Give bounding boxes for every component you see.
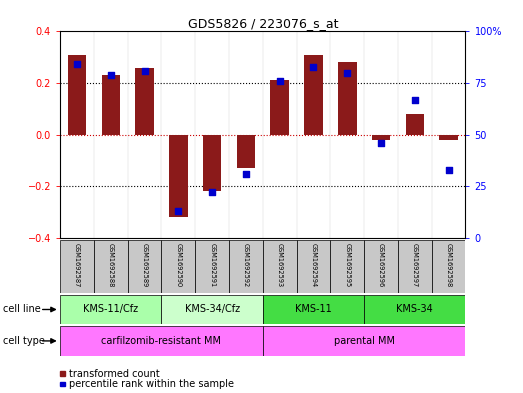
Point [107,72,115,78]
Point [242,171,250,177]
Bar [439,134,458,140]
Bar [162,240,195,293]
Point [276,78,284,84]
Bar [263,240,297,293]
Bar [236,134,255,168]
Point [174,208,183,214]
Bar [169,134,188,217]
Bar [364,295,465,324]
Bar [128,240,162,293]
Text: GSM1692594: GSM1692594 [311,243,316,287]
Bar [270,81,289,134]
Bar [68,55,86,134]
Text: parental MM: parental MM [334,336,395,346]
Bar [195,240,229,293]
Point [411,96,419,103]
Bar [398,240,431,293]
Text: GSM1692598: GSM1692598 [446,243,451,287]
Point [208,189,217,195]
Point [377,140,385,146]
Bar [405,114,424,134]
Bar [94,240,128,293]
Bar [297,240,331,293]
Text: GSM1692597: GSM1692597 [412,243,418,287]
Text: cell line: cell line [3,305,40,314]
Text: GSM1692587: GSM1692587 [74,243,80,287]
Bar [162,295,263,324]
Bar [331,240,364,293]
Point [73,61,81,68]
Text: KMS-11/Cfz: KMS-11/Cfz [83,305,139,314]
Text: GSM1692593: GSM1692593 [277,243,283,287]
Text: carfilzomib-resistant MM: carfilzomib-resistant MM [101,336,221,346]
Bar [229,240,263,293]
Point [309,63,317,70]
Bar [338,62,357,134]
Text: percentile rank within the sample: percentile rank within the sample [69,379,234,389]
Point [445,167,453,173]
Bar [60,295,162,324]
Point [140,68,149,74]
Bar [203,134,221,191]
Text: GSM1692596: GSM1692596 [378,243,384,287]
Bar [263,295,364,324]
Text: KMS-34: KMS-34 [396,305,433,314]
Bar [101,75,120,134]
Bar [60,326,263,356]
Bar [60,240,94,293]
Text: GSM1692589: GSM1692589 [142,243,147,287]
Text: KMS-34/Cfz: KMS-34/Cfz [185,305,240,314]
Text: GSM1692592: GSM1692592 [243,243,249,287]
Title: GDS5826 / 223076_s_at: GDS5826 / 223076_s_at [188,17,338,30]
Text: transformed count: transformed count [69,369,160,379]
Text: GSM1692588: GSM1692588 [108,243,114,287]
Text: KMS-11: KMS-11 [295,305,332,314]
Bar [364,240,398,293]
Bar [135,68,154,134]
Text: GSM1692595: GSM1692595 [344,243,350,287]
Point [343,70,351,76]
Bar [304,55,323,134]
Text: GSM1692590: GSM1692590 [175,243,181,287]
Bar [372,134,390,140]
Text: cell type: cell type [3,336,44,346]
Bar [263,326,465,356]
Text: GSM1692591: GSM1692591 [209,243,215,287]
Bar [431,240,465,293]
